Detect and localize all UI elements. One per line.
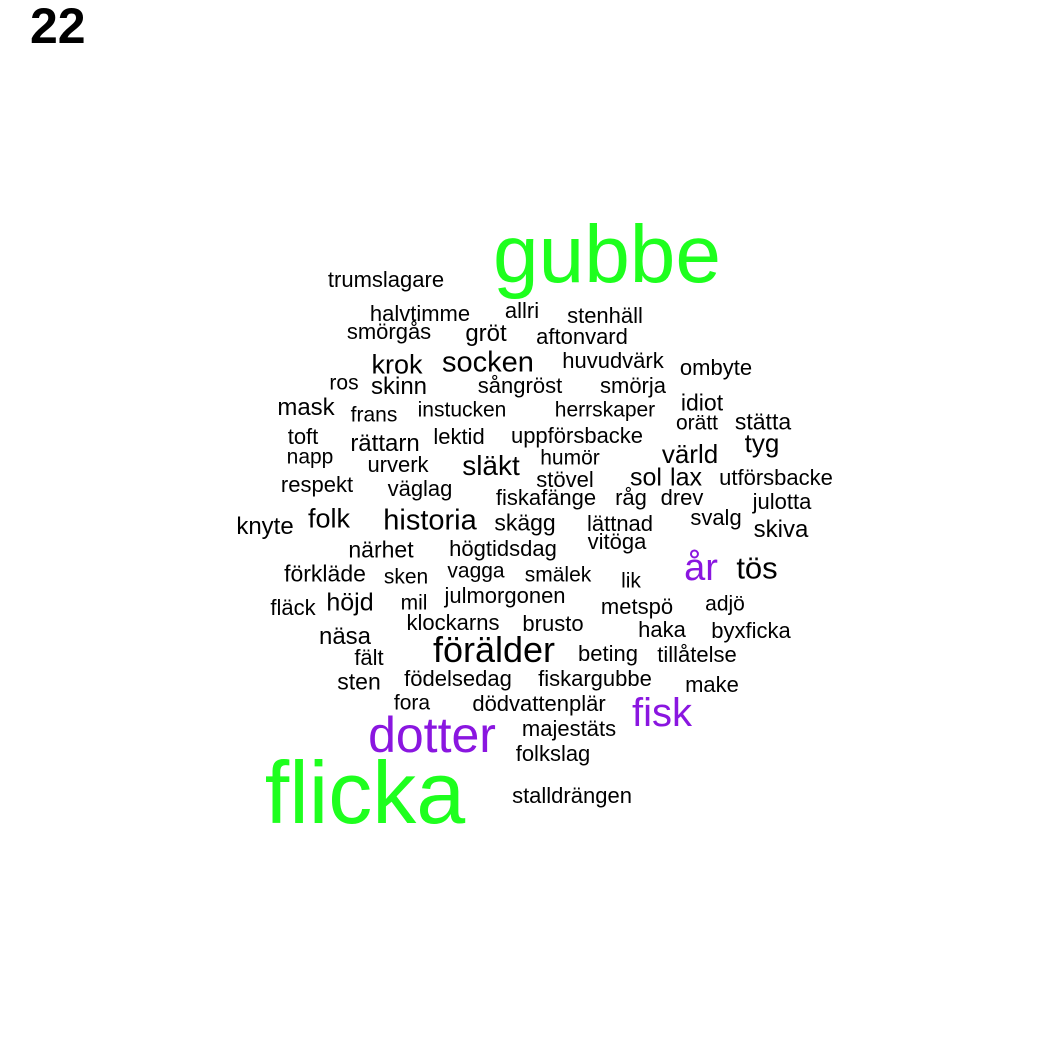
cloud-word: huvudvärk [562, 348, 664, 373]
cloud-word: herrskaper [554, 398, 656, 422]
cloud-word: sol [630, 463, 662, 492]
cloud-word: idiot [680, 389, 724, 416]
cloud-word: förälder [432, 629, 556, 670]
cloud-word: orätt [675, 411, 719, 435]
cloud-word: brusto [522, 611, 584, 636]
cloud-word: uppförsbacke [510, 423, 644, 448]
cloud-word: släkt [462, 450, 520, 481]
cloud-word: frans [350, 403, 398, 427]
cloud-word: historia [383, 504, 477, 537]
cloud-word: stätta [734, 408, 792, 435]
cloud-word: fora [393, 691, 431, 715]
cloud-word: fiskargubbe [538, 666, 652, 691]
cloud-word: vitöga [587, 529, 647, 554]
page-title: 22 [30, 0, 86, 54]
cloud-word: födelsedag [404, 666, 512, 691]
cloud-word: humör [540, 446, 600, 470]
cloud-word: tös [736, 550, 778, 586]
cloud-word: skägg [494, 509, 556, 536]
cloud-word: tillåtelse [657, 642, 737, 667]
cloud-word: respekt [280, 472, 354, 497]
cloud-word: lättnad [586, 511, 654, 536]
cloud-word: rättarn [350, 430, 420, 457]
cloud-word: ombyte [679, 355, 753, 380]
cloud-word: folk [307, 503, 351, 534]
cloud-word: sten [337, 668, 381, 695]
cloud-word: skinn [370, 373, 428, 400]
cloud-word: instucken [417, 398, 507, 422]
cloud-word: krok [371, 349, 423, 380]
cloud-word: byxficka [711, 618, 791, 643]
cloud-word: stövel [536, 467, 594, 492]
cloud-word: smälek [524, 563, 592, 587]
cloud-word: lektid [433, 424, 485, 449]
cloud-word: smörgås [346, 319, 432, 344]
cloud-word: aftonvard [536, 324, 628, 349]
cloud-word: folkslag [515, 741, 591, 766]
cloud-word: lik [621, 569, 641, 593]
cloud-word: mask [277, 394, 335, 421]
cloud-word: flicka [264, 743, 466, 842]
cloud-word: gubbe [492, 209, 722, 300]
cloud-word: majestäts [521, 716, 617, 741]
cloud-word: dotter [368, 707, 496, 763]
cloud-word: fiskafänge [495, 485, 597, 510]
cloud-word: dödvattenplär [472, 691, 606, 716]
cloud-word: haka [638, 617, 686, 642]
cloud-word: fläck [270, 595, 316, 620]
cloud-word: stenhäll [567, 303, 643, 328]
cloud-word: smörja [599, 373, 667, 398]
cloud-word: halvtimme [369, 301, 471, 326]
cloud-word: sken [383, 565, 429, 589]
cloud-word: mil [400, 591, 428, 615]
cloud-word: sångröst [477, 373, 563, 398]
cloud-word: utförsbacke [719, 465, 833, 490]
cloud-word: drev [660, 485, 704, 510]
cloud-word: svalg [690, 505, 742, 530]
cloud-word: klockarns [406, 610, 500, 635]
cloud-word: beting [578, 641, 638, 666]
cloud-word: allri [504, 298, 540, 323]
cloud-word: toft [287, 424, 319, 449]
cloud-word: vagga [447, 559, 505, 583]
cloud-word: julmorgonen [444, 583, 566, 608]
cloud-word: år [684, 547, 718, 589]
cloud-word: urverk [367, 452, 429, 477]
cloud-word: fält [354, 645, 384, 670]
cloud-word: värld [661, 439, 719, 469]
cloud-word: metspö [600, 594, 674, 619]
cloud-word: skiva [753, 516, 809, 543]
cloud-word: stalldrängen [512, 783, 632, 808]
cloud-word: högtidsdag [449, 536, 557, 561]
cloud-word: socken [442, 346, 534, 379]
cloud-word: adjö [705, 592, 745, 616]
cloud-word: knyte [236, 513, 294, 540]
cloud-word: tyg [744, 428, 780, 458]
cloud-word: napp [286, 445, 334, 469]
cloud-word: råg [615, 485, 647, 510]
cloud-word: väglag [387, 476, 453, 501]
cloud-word: näsa [318, 623, 372, 650]
cloud-word: trumslagare [327, 267, 445, 292]
cloud-word: make [685, 672, 739, 697]
cloud-word: närhet [348, 536, 414, 563]
cloud-word: höjd [326, 588, 374, 617]
cloud-word: lax [670, 463, 702, 492]
cloud-word: ros [329, 371, 359, 395]
cloud-word: gröt [465, 320, 507, 347]
cloud-word: fisk [632, 691, 692, 735]
cloud-word: förkläde [284, 560, 366, 587]
cloud-word: julotta [752, 489, 812, 514]
